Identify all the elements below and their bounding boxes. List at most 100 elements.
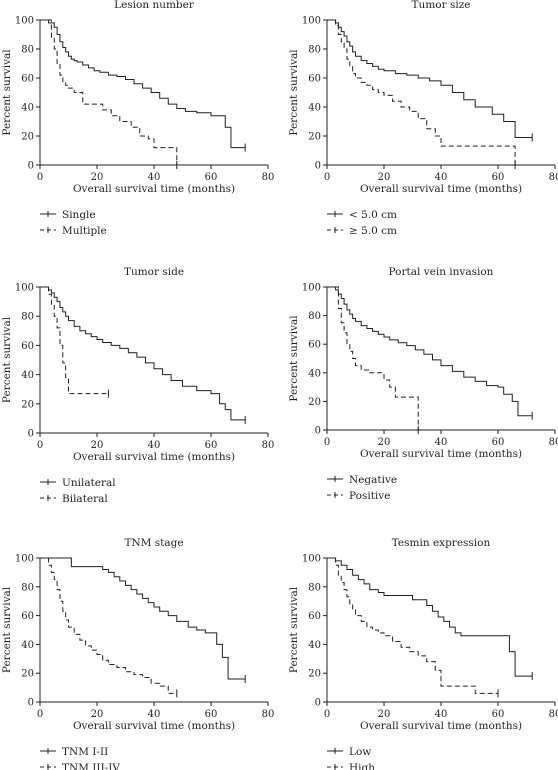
x-tick-label: 0 — [324, 709, 330, 720]
y-tick-label: 80 — [21, 582, 34, 593]
y-tick-label: 0 — [28, 698, 34, 709]
y-axis-label: Percent survival — [1, 316, 13, 403]
legend-label-0: Low — [349, 746, 371, 758]
y-tick-label: 80 — [308, 45, 321, 56]
x-tick-label: 0 — [37, 709, 43, 720]
y-tick-label: 60 — [308, 340, 321, 351]
y-tick-label: 100 — [15, 283, 34, 294]
survival-curve-dashed — [40, 557, 177, 694]
x-axis-label: Overall survival time (months) — [360, 448, 522, 460]
y-tick-label: 20 — [308, 397, 321, 408]
survival-curve-dashed — [40, 286, 109, 395]
survival-curve-solid — [327, 557, 533, 677]
x-axis-label: Overall survival time (months) — [73, 451, 235, 463]
y-tick-label: 80 — [308, 582, 321, 593]
y-tick-label: 20 — [21, 399, 34, 410]
y-tick-label: 0 — [28, 429, 34, 440]
km-panel-5: Tesmin expression 0 20 40 60 80 100 0 20 40 60 80 Ov… — [288, 537, 558, 770]
survival-curve-solid — [327, 286, 533, 417]
y-tick-label: 40 — [21, 103, 34, 114]
survival-curve-solid — [40, 286, 246, 421]
x-tick-label: 0 — [324, 437, 330, 448]
x-tick-label: 80 — [549, 709, 558, 720]
legend-label-0: < 5.0 cm — [349, 209, 397, 221]
x-tick-label: 20 — [91, 709, 104, 720]
y-tick-label: 20 — [21, 669, 34, 680]
y-tick-label: 60 — [21, 611, 34, 622]
y-tick-label: 80 — [308, 311, 321, 322]
y-tick-label: 0 — [28, 161, 34, 172]
y-tick-label: 60 — [21, 74, 34, 85]
legend-label-1: TNM III-IV — [62, 762, 120, 770]
y-tick-label: 60 — [21, 341, 34, 352]
x-tick-label: 40 — [435, 172, 448, 183]
legend-label-1: ≥ 5.0 cm — [349, 225, 397, 237]
legend-label-1: Bilateral — [62, 493, 108, 505]
x-tick-label: 20 — [378, 172, 391, 183]
y-tick-label: 100 — [302, 16, 321, 27]
chart-title: TNM stage — [124, 537, 183, 549]
y-tick-label: 60 — [308, 74, 321, 85]
x-axis-label: Overall survival time (months) — [360, 183, 522, 195]
x-tick-label: 20 — [91, 172, 104, 183]
legend-label-1: Multiple — [62, 225, 107, 237]
y-axis-label: Percent survival — [288, 49, 300, 136]
y-tick-label: 0 — [315, 161, 321, 172]
survival-curve-solid — [40, 19, 246, 149]
y-tick-label: 20 — [308, 669, 321, 680]
x-tick-label: 60 — [205, 709, 218, 720]
x-tick-label: 60 — [492, 437, 505, 448]
y-tick-label: 80 — [21, 45, 34, 56]
survival-curve-dashed — [327, 286, 419, 430]
y-tick-label: 100 — [302, 554, 321, 565]
y-axis-label: Percent survival — [288, 586, 300, 673]
chart-title: Tesmin expression — [392, 537, 491, 549]
chart-title: Tumor size — [412, 0, 471, 11]
x-tick-label: 0 — [37, 440, 43, 451]
y-tick-label: 60 — [308, 611, 321, 622]
y-axis-label: Percent survival — [1, 586, 13, 673]
x-tick-label: 80 — [549, 172, 558, 183]
legend-label-0: Negative — [349, 474, 397, 486]
chart-title: Tumor side — [124, 266, 184, 278]
y-axis-label: Percent survival — [1, 49, 13, 136]
x-tick-label: 40 — [148, 709, 161, 720]
km-panel-1: Tumor size 0 20 40 60 80 100 0 20 40 60 80 Overall s… — [288, 0, 558, 237]
y-tick-label: 100 — [15, 16, 34, 27]
x-tick-label: 60 — [492, 709, 505, 720]
chart-title: Portal vein invasion — [389, 266, 494, 278]
x-tick-label: 0 — [324, 172, 330, 183]
x-tick-label: 20 — [378, 437, 391, 448]
km-panel-2: Tumor side 0 20 40 60 80 100 0 20 40 60 80 Overall s… — [1, 266, 274, 505]
y-tick-label: 40 — [308, 368, 321, 379]
legend-label-1: Positive — [349, 490, 390, 502]
x-tick-label: 20 — [91, 440, 104, 451]
y-tick-label: 40 — [308, 640, 321, 651]
km-panel-4: TNM stage 0 20 40 60 80 100 0 20 40 60 80 Overall su… — [1, 537, 274, 770]
chart-title: Lesion number — [114, 0, 195, 11]
x-tick-label: 0 — [37, 172, 43, 183]
x-tick-label: 60 — [205, 440, 218, 451]
x-tick-label: 80 — [262, 172, 275, 183]
y-tick-label: 100 — [15, 554, 34, 565]
y-tick-label: 80 — [21, 312, 34, 323]
x-tick-label: 20 — [378, 709, 391, 720]
x-axis-label: Overall survival time (months) — [360, 720, 522, 732]
y-tick-label: 40 — [21, 640, 34, 651]
x-tick-label: 40 — [435, 709, 448, 720]
y-tick-label: 40 — [21, 370, 34, 381]
x-tick-label: 60 — [205, 172, 218, 183]
y-tick-label: 0 — [315, 426, 321, 437]
x-axis-label: Overall survival time (months) — [73, 720, 235, 732]
survival-curve-dashed — [327, 557, 498, 694]
y-tick-label: 20 — [308, 132, 321, 143]
y-tick-label: 40 — [308, 103, 321, 114]
y-tick-label: 100 — [302, 283, 321, 294]
survival-curve-dashed — [40, 19, 178, 165]
y-tick-label: 0 — [315, 698, 321, 709]
x-tick-label: 40 — [148, 440, 161, 451]
legend-label-0: TNM I-II — [62, 746, 108, 758]
survival-curve-dashed — [327, 19, 516, 165]
survival-curve-solid — [327, 19, 533, 138]
x-tick-label: 80 — [262, 709, 275, 720]
